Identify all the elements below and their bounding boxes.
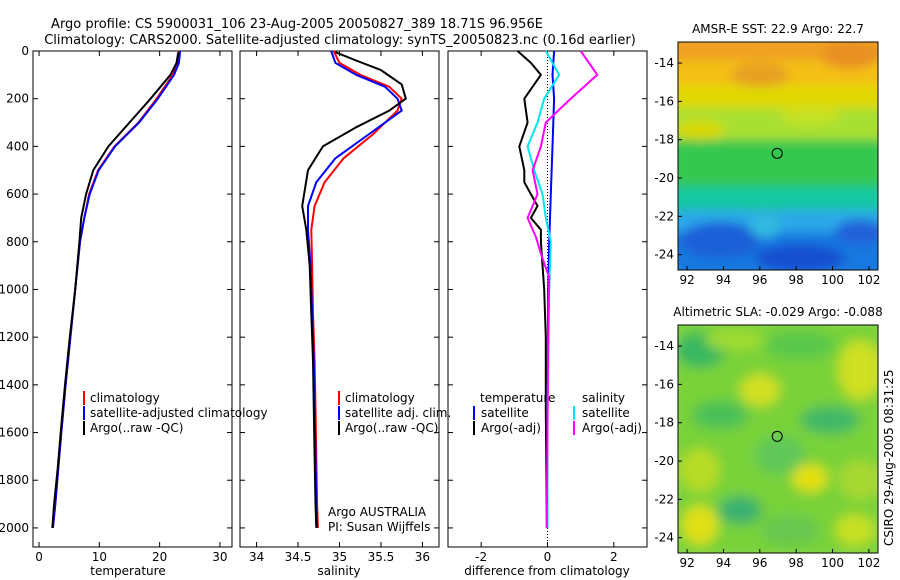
pi-annotation: PI: Susan Wijffels [328,520,430,534]
legend-label-argo: Argo(..raw -QC) [345,421,438,435]
sla-map-lon-tick-label: 92 [679,556,694,570]
difference-legend: temperature salinity satellite Argo(-adj… [473,391,642,435]
depth-tick-label: 1200 [0,330,29,344]
temperature-xlabel: temperature [90,564,165,578]
sst-map-lon-tick-label: 100 [821,273,844,287]
depth-tick-label: 200 [6,92,29,106]
sla-map-lat-tick-label: -20 [654,454,674,468]
salinity-xtick-label: 34.5 [285,550,312,564]
legend-label-satellite-adjusted: satellite-adjusted climatology [90,406,268,420]
salinity-xtick-label: 36 [415,550,430,564]
sst-map-lat-tick-label: -18 [654,133,674,147]
figure-title-line2: Climatology: CARS2000. Satellite-adjuste… [44,33,636,48]
sla-map-field [678,325,878,553]
legend-label-argo: Argo(..raw -QC) [90,421,183,435]
temperature-plot-frame [32,50,233,548]
temperature-legend: climatology satellite-adjusted climatolo… [83,391,268,435]
sst-map: AMSR-E SST: 22.9 Argo: 22.7 [654,22,880,287]
sst-map-lon-tick-label: 102 [857,273,880,287]
sla-map: Altimetric SLA: -0.029 Argo: -0.088 [654,305,882,570]
depth-tick-label: 1600 [0,426,29,440]
salinity-xtick-label: 35.5 [368,550,395,564]
legend-label-satellite-adj: satellite adj. clim. [345,406,451,420]
legend-label-climatology: climatology [345,391,415,405]
sla-map-title: Altimetric SLA: -0.029 Argo: -0.088 [673,305,882,319]
difference-xtick-label: 0 [544,550,552,564]
sla-map-lat-tick-label: -22 [654,492,674,506]
sst-map-lat-tick-label: -24 [654,248,674,262]
temperature-xtick-label: 10 [92,550,107,564]
salinity-series-satellite-adj-clim [307,50,403,528]
sst-map-lon-tick-label: 94 [716,273,731,287]
sla-map-lon-tick-label: 100 [821,556,844,570]
temperature-series-climatology [51,50,180,529]
salinity-series-argo-raw-qc [301,51,407,528]
sst-map-frame [677,41,879,271]
depth-tick-label: 800 [6,235,29,249]
salinity-xtick-label: 34 [249,550,264,564]
sst-map-lon-tick-label: 98 [789,273,804,287]
temperature-series-argo-raw-qc [51,52,180,528]
salinity-xtick-label: 35 [332,550,347,564]
temperature-xtick-label: 20 [152,550,167,564]
difference-series-temperature-argo-adj [516,50,548,528]
legend-label-climatology: climatology [90,391,160,405]
sst-map-lat-tick-label: -22 [654,209,674,223]
depth-tick-label: 600 [6,187,29,201]
sla-map-lon-tick-label: 94 [716,556,731,570]
difference-xlabel: difference from climatology [464,564,630,578]
depth-tick-label: 400 [6,139,29,153]
credit-timestamp: CSIRO 29-Aug-2005 08:31:25 [882,370,896,546]
sla-map-lat-tick-label: -14 [654,339,674,353]
sla-map-argo-location-marker [771,430,783,442]
legend-label-sal-argo: Argo(-adj) [582,421,642,435]
sst-map-lat-tick-label: -16 [654,94,674,108]
sst-map-lon-tick-label: 92 [679,273,694,287]
legend-header-salinity: salinity [582,391,625,405]
sst-map-field [678,42,878,270]
salinity-series-climatology [310,50,403,528]
temperature-panel: temperature climatology satellite-adjust… [0,44,268,578]
sst-map-lat-tick-label: -14 [654,56,674,70]
sst-map-argo-location-marker [771,147,783,159]
sla-map-lon-tick-label: 102 [857,556,880,570]
salinity-legend: climatology satellite adj. clim. Argo(..… [338,391,451,435]
sst-map-title: AMSR-E SST: 22.9 Argo: 22.7 [692,22,864,36]
sla-map-frame [677,324,879,554]
depth-tick-label: 1400 [0,378,29,392]
sla-map-lat-tick-label: -24 [654,531,674,545]
legend-label-temp-satellite: satellite [481,406,529,420]
temperature-series-satellite-adjusted-climatology [51,50,182,529]
depth-tick-label: 0 [21,44,29,58]
sla-map-lon-tick-label: 98 [789,556,804,570]
salinity-plot-frame [239,50,440,548]
legend-label-temp-argo: Argo(-adj) [481,421,541,435]
depth-tick-label: 2000 [0,521,29,535]
sst-map-lat-tick-label: -20 [654,171,674,185]
difference-xtick-label: 2 [610,550,618,564]
difference-panel: difference from climatology temperature … [447,50,648,578]
depth-tick-label: 1000 [0,282,29,296]
legend-label-sal-satellite: satellite [582,406,630,420]
temperature-xtick-label: 0 [35,550,43,564]
temperature-xtick-label: 30 [212,550,227,564]
sst-map-lon-tick-label: 96 [752,273,767,287]
salinity-panel: salinity climatology satellite adj. clim… [239,50,451,578]
difference-series-salinity-argo-adj [526,50,599,528]
difference-xtick-label: -2 [475,550,487,564]
sla-map-lon-tick-label: 96 [752,556,767,570]
depth-tick-label: 1800 [0,473,29,487]
figure-title-line1: Argo profile: CS 5900031_106 23-Aug-2005… [51,17,543,32]
salinity-xlabel: salinity [317,564,360,578]
argo-country-annotation: Argo AUSTRALIA [328,505,427,519]
sla-map-lat-tick-label: -18 [654,416,674,430]
legend-header-temperature: temperature [480,391,555,405]
sla-map-lat-tick-label: -16 [654,377,674,391]
